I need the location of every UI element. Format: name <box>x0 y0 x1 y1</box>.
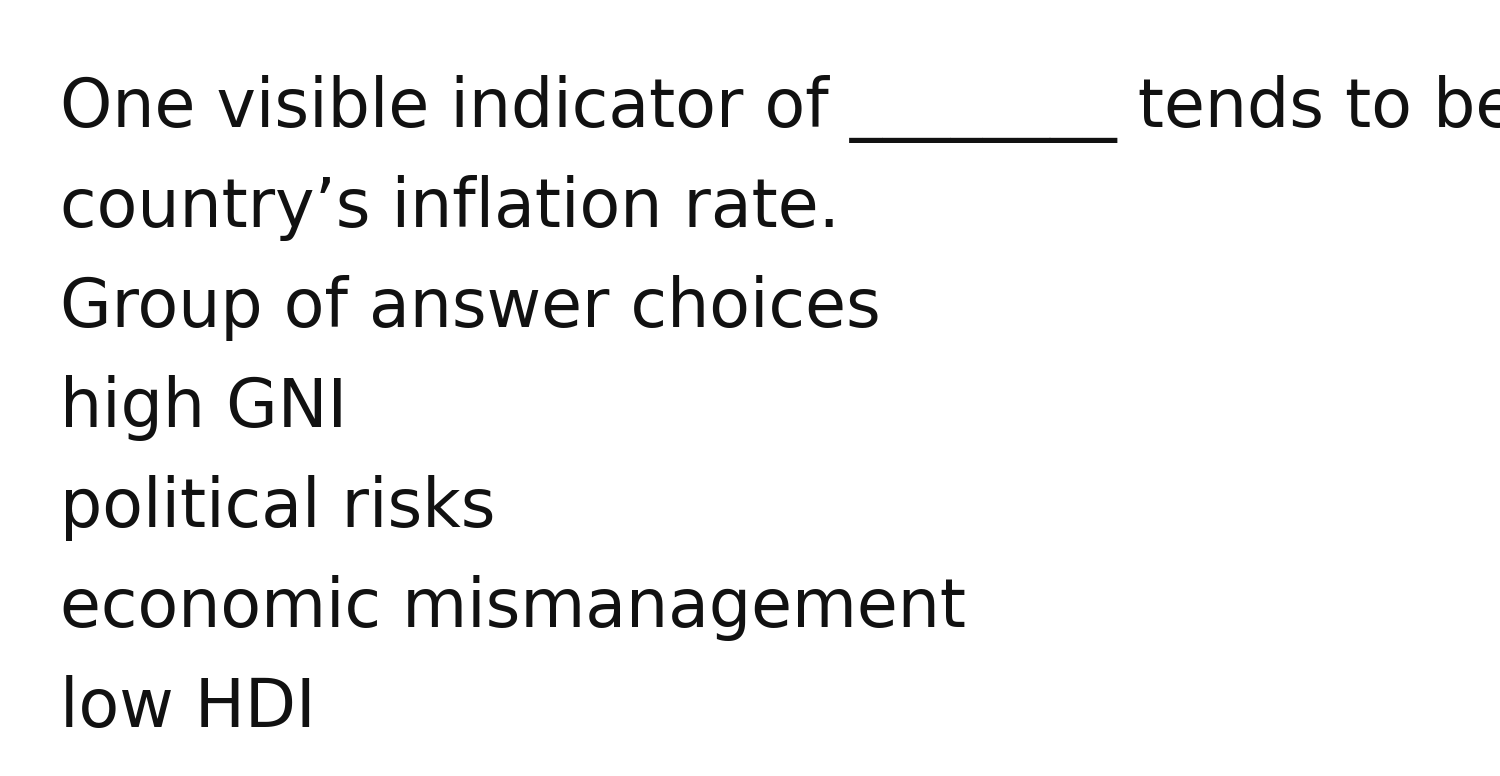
Text: high GNI: high GNI <box>60 375 346 441</box>
Text: low HDI: low HDI <box>60 675 315 741</box>
Text: political risks: political risks <box>60 475 495 541</box>
Text: Group of answer choices: Group of answer choices <box>60 275 880 341</box>
Text: country’s inflation rate.: country’s inflation rate. <box>60 175 840 241</box>
Text: economic mismanagement: economic mismanagement <box>60 575 966 641</box>
Text: One visible indicator of ________ tends to be a: One visible indicator of ________ tends … <box>60 75 1500 143</box>
